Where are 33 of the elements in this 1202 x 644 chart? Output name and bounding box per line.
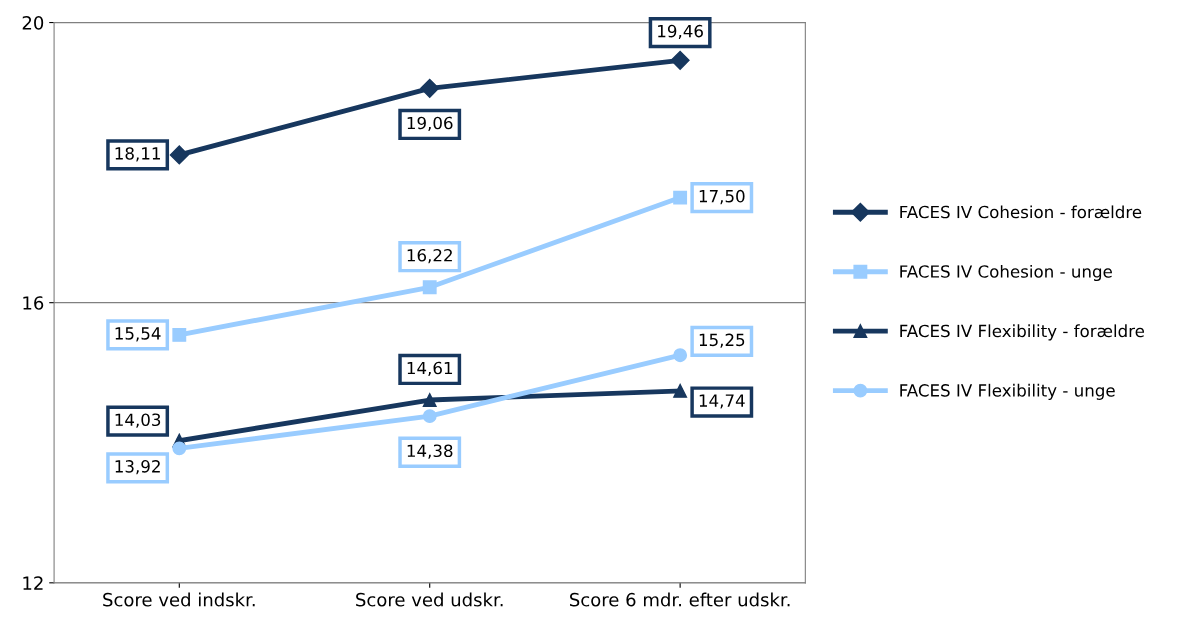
point xyxy=(673,383,688,398)
y-tick-label: 16 xyxy=(23,296,44,310)
point xyxy=(172,327,187,342)
point xyxy=(420,78,440,98)
data-label: 19,06 xyxy=(407,116,453,132)
point xyxy=(172,441,187,456)
data-label: 13,92 xyxy=(115,460,160,475)
point xyxy=(673,190,688,205)
point xyxy=(673,348,688,363)
data-label: 15,54 xyxy=(115,327,161,342)
x-tick-label: Score 6 mdr. efter udskr. xyxy=(570,592,790,607)
data-label: 19,46 xyxy=(658,24,703,40)
data-label: 16,22 xyxy=(407,248,452,264)
point xyxy=(670,50,690,70)
legend-label: FACES IV Cohesion - unge xyxy=(900,264,1112,282)
data-label: 18,11 xyxy=(115,147,160,162)
data-label: 17,50 xyxy=(699,189,745,205)
data-label: 14,61 xyxy=(407,361,453,377)
legend-label: FACES IV Cohesion - forældre xyxy=(900,205,1142,219)
data-label: 14,03 xyxy=(115,413,161,428)
point xyxy=(169,145,189,165)
data-label: 14,38 xyxy=(407,444,453,459)
legend-label: FACES IV Flexibility - forældre xyxy=(900,324,1145,341)
data-label: 14,74 xyxy=(699,394,745,409)
x-tick-label: Score ved indskr. xyxy=(103,592,255,607)
y-tick-label: 20 xyxy=(22,16,44,30)
x-tick-label: Score ved udskr. xyxy=(356,592,503,607)
data-label: 15,25 xyxy=(699,333,745,348)
y-tick-label: 12 xyxy=(23,576,43,590)
point xyxy=(422,409,437,424)
point xyxy=(422,393,437,407)
point xyxy=(422,280,437,295)
legend-label: FACES IV Flexibility - unge xyxy=(900,383,1115,400)
